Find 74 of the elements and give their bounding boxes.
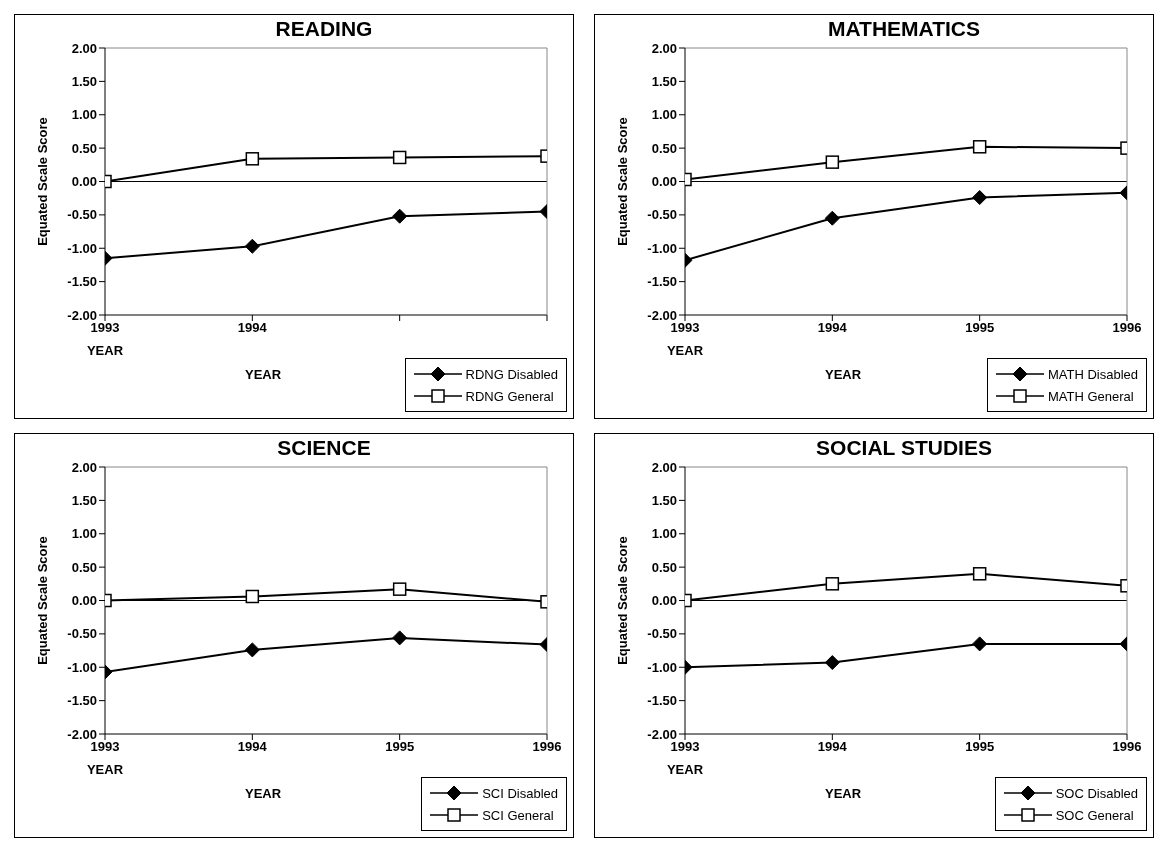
y-tick-label: 1.50 — [651, 492, 677, 508]
x-tick-label: 1994 — [237, 739, 268, 755]
x-tick-label: 1993 — [670, 739, 700, 755]
y-tick-label: -2.00 — [67, 307, 97, 323]
legend-label: SCI General — [482, 807, 554, 823]
x-tick-label: 1995 — [965, 739, 995, 755]
legend-label: SOC Disabled — [1055, 785, 1138, 801]
y-tick-label: -1.00 — [647, 240, 677, 256]
y-tick-label: -2.00 — [647, 307, 677, 323]
y-tick-label: 0.50 — [71, 559, 97, 575]
y-tick-label: -1.50 — [647, 274, 677, 290]
y-tick-label: -1.50 — [67, 693, 97, 709]
x-axis-title: YEAR — [825, 367, 862, 382]
x-tick-label: 1996 — [1112, 739, 1142, 755]
y-tick-label: 0.00 — [651, 174, 677, 190]
legend-label: MATH General — [1047, 388, 1134, 404]
y-tick-label: -1.50 — [67, 274, 97, 290]
chart-title: SOCIAL STUDIES — [816, 436, 992, 459]
x-tick-label: 1994 — [817, 739, 848, 755]
y-tick-label: 2.00 — [71, 459, 97, 475]
x-tick-label: 1993 — [670, 320, 700, 336]
chart-title: READING — [275, 17, 373, 40]
y-axis-title: Equated Scale Score — [614, 536, 630, 665]
y-tick-label: 1.00 — [651, 107, 677, 123]
legend-label: RDNG General — [465, 388, 554, 404]
x-axis-title: YEAR — [245, 367, 282, 382]
y-tick-label: 0.50 — [71, 140, 97, 156]
x-tick-label: 1996 — [1112, 320, 1142, 336]
y-axis-title: Equated Scale Score — [614, 117, 630, 246]
x-tick-label: 1995 — [965, 320, 995, 336]
y-tick-label: 1.00 — [71, 107, 97, 123]
y-tick-label: 0.00 — [651, 593, 677, 609]
y-tick-label: -2.00 — [647, 726, 677, 742]
x-tick-label: 1996 — [532, 739, 562, 755]
y-tick-label: 1.50 — [71, 492, 97, 508]
y-tick-label: -0.50 — [67, 207, 97, 223]
y-axis-title: Equated Scale Score — [34, 536, 50, 665]
y-tick-label: -1.00 — [67, 659, 97, 675]
y-tick-label: 0.50 — [651, 140, 677, 156]
y-tick-label: -1.00 — [67, 240, 97, 256]
legend-label: SOC General — [1055, 807, 1134, 823]
y-tick-label: 0.50 — [651, 559, 677, 575]
chart-title: MATHEMATICS — [827, 17, 981, 40]
x-axis-title: YEAR — [825, 786, 862, 801]
text: YEAR — [665, 343, 705, 358]
y-tick-label: 2.00 — [71, 40, 97, 56]
y-tick-label: 2.00 — [651, 459, 677, 475]
y-tick-label: -1.50 — [647, 693, 677, 709]
chart-title: SCIENCE — [277, 436, 371, 459]
x-tick-label: 1994 — [817, 320, 848, 336]
legend-label: MATH Disabled — [1047, 366, 1138, 382]
x-tick-label: 1994 — [237, 320, 268, 336]
y-tick-label: 1.50 — [71, 73, 97, 89]
x-tick-label: 1995 — [385, 739, 415, 755]
x-tick-label: 1993 — [90, 320, 120, 336]
y-tick-label: 0.00 — [71, 593, 97, 609]
text: YEAR — [85, 343, 125, 358]
y-tick-label: 2.00 — [651, 40, 677, 56]
y-tick-label: 1.50 — [651, 73, 677, 89]
x-axis-title: YEAR — [245, 786, 282, 801]
y-axis-title: Equated Scale Score — [34, 117, 50, 246]
legend-label: SCI Disabled — [482, 785, 558, 801]
y-tick-label: -1.00 — [647, 659, 677, 675]
text: YEAR — [665, 762, 705, 777]
y-tick-label: -0.50 — [67, 626, 97, 642]
y-tick-label: 1.00 — [651, 526, 677, 542]
legend-label: RDNG Disabled — [465, 366, 558, 382]
y-tick-label: -0.50 — [647, 626, 677, 642]
text: YEAR — [85, 762, 125, 777]
y-tick-label: -0.50 — [647, 207, 677, 223]
x-tick-label: 1993 — [90, 739, 120, 755]
y-tick-label: 0.00 — [71, 174, 97, 190]
y-tick-label: -2.00 — [67, 726, 97, 742]
y-tick-label: 1.00 — [71, 526, 97, 542]
